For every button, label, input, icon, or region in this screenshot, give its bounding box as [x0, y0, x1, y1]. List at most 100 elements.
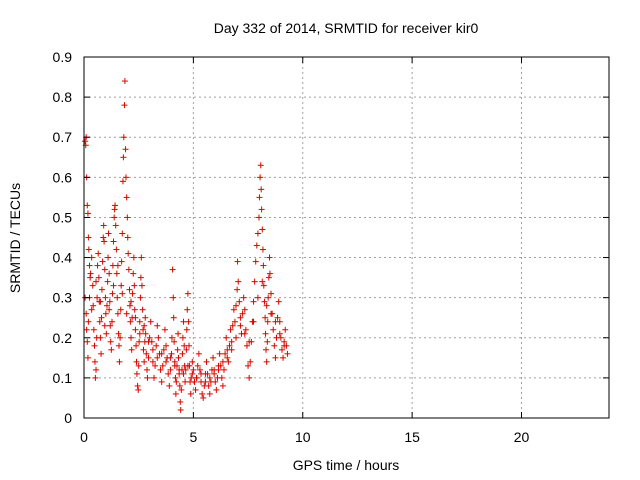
data-point [222, 350, 229, 357]
data-point [189, 358, 196, 365]
data-point [228, 338, 235, 345]
data-point [265, 294, 272, 301]
data-point [186, 342, 192, 349]
data-point [104, 278, 111, 285]
data-point [266, 270, 273, 277]
data-point [268, 310, 275, 317]
data-point [179, 334, 186, 341]
data-point [98, 314, 105, 321]
data-point [149, 358, 156, 365]
data-point [171, 362, 178, 369]
x-tick-label: 15 [404, 429, 420, 445]
data-point [115, 330, 122, 337]
data-point [133, 370, 140, 377]
data-point [147, 318, 154, 325]
data-point [137, 274, 144, 281]
data-point [221, 366, 227, 373]
data-point [159, 362, 166, 369]
data-point [119, 290, 126, 297]
data-point [92, 374, 99, 381]
data-point [192, 386, 199, 393]
data-point [85, 234, 92, 241]
y-tick-label: 0.1 [53, 370, 73, 386]
data-point [167, 354, 174, 361]
data-point [271, 342, 278, 349]
data-points [82, 78, 291, 413]
plot-frame [83, 56, 610, 419]
data-point [174, 346, 181, 353]
data-point [136, 338, 143, 345]
data-point [256, 194, 263, 201]
data-point [163, 358, 170, 365]
data-point [253, 242, 260, 249]
data-point [179, 350, 186, 357]
data-point [100, 234, 107, 241]
data-point [123, 310, 130, 317]
data-point [133, 358, 140, 365]
data-point [251, 278, 258, 285]
data-point [113, 270, 120, 277]
data-point [107, 338, 114, 345]
data-point [173, 378, 180, 385]
data-point [144, 366, 150, 373]
data-point [149, 346, 156, 353]
data-point [145, 338, 152, 345]
data-point [183, 346, 190, 353]
y-tick-labels: 0 0.1 0.2 0.3 0.4 0.5 0.6 0.7 0.8 0.9 [53, 49, 73, 426]
data-point [118, 282, 125, 289]
data-point [188, 374, 195, 381]
data-point [113, 246, 120, 253]
data-point [217, 362, 224, 369]
data-point [141, 358, 148, 365]
data-point [212, 378, 219, 385]
y-tick-label: 0.4 [53, 250, 73, 266]
data-point [108, 346, 115, 353]
data-point [126, 286, 133, 293]
data-point [99, 258, 106, 265]
data-point [130, 254, 137, 261]
data-point [145, 354, 152, 361]
data-point [184, 362, 191, 369]
data-point [85, 318, 92, 325]
y-tick-label: 0.2 [53, 330, 73, 346]
data-point [126, 302, 133, 309]
data-point [158, 378, 165, 385]
data-point [119, 230, 126, 237]
data-point [241, 330, 248, 337]
data-point [282, 326, 289, 333]
data-point [178, 386, 185, 393]
data-point [140, 346, 147, 353]
data-point [135, 362, 142, 369]
data-point [263, 346, 269, 353]
data-point [268, 290, 275, 297]
data-point [247, 358, 254, 365]
data-point [171, 338, 178, 345]
data-point [95, 250, 102, 257]
data-point [175, 330, 182, 337]
x-tick-label: 5 [189, 429, 197, 445]
data-point [189, 370, 196, 377]
y-tick-label: 0.3 [53, 290, 73, 306]
data-point [172, 374, 179, 381]
data-point [210, 354, 217, 361]
y-tick-label: 0 [64, 410, 72, 426]
chart-title: Day 332 of 2014, SRMTID for receiver kir… [214, 20, 479, 36]
data-point [233, 302, 240, 309]
data-point [254, 230, 261, 237]
data-point [93, 366, 100, 373]
data-point [245, 362, 252, 369]
data-point [183, 326, 190, 333]
data-point [154, 354, 161, 361]
data-point [272, 354, 279, 361]
data-point [128, 334, 135, 341]
data-point [84, 338, 91, 345]
y-axis-title: SRMTID / TECUs [7, 183, 23, 293]
data-point [265, 274, 272, 281]
y-tick-label: 0.6 [53, 169, 73, 185]
data-point [263, 358, 270, 365]
data-point [88, 306, 95, 313]
data-point [114, 310, 121, 317]
data-point [109, 318, 115, 325]
data-point [284, 350, 291, 357]
data-point [200, 394, 207, 401]
